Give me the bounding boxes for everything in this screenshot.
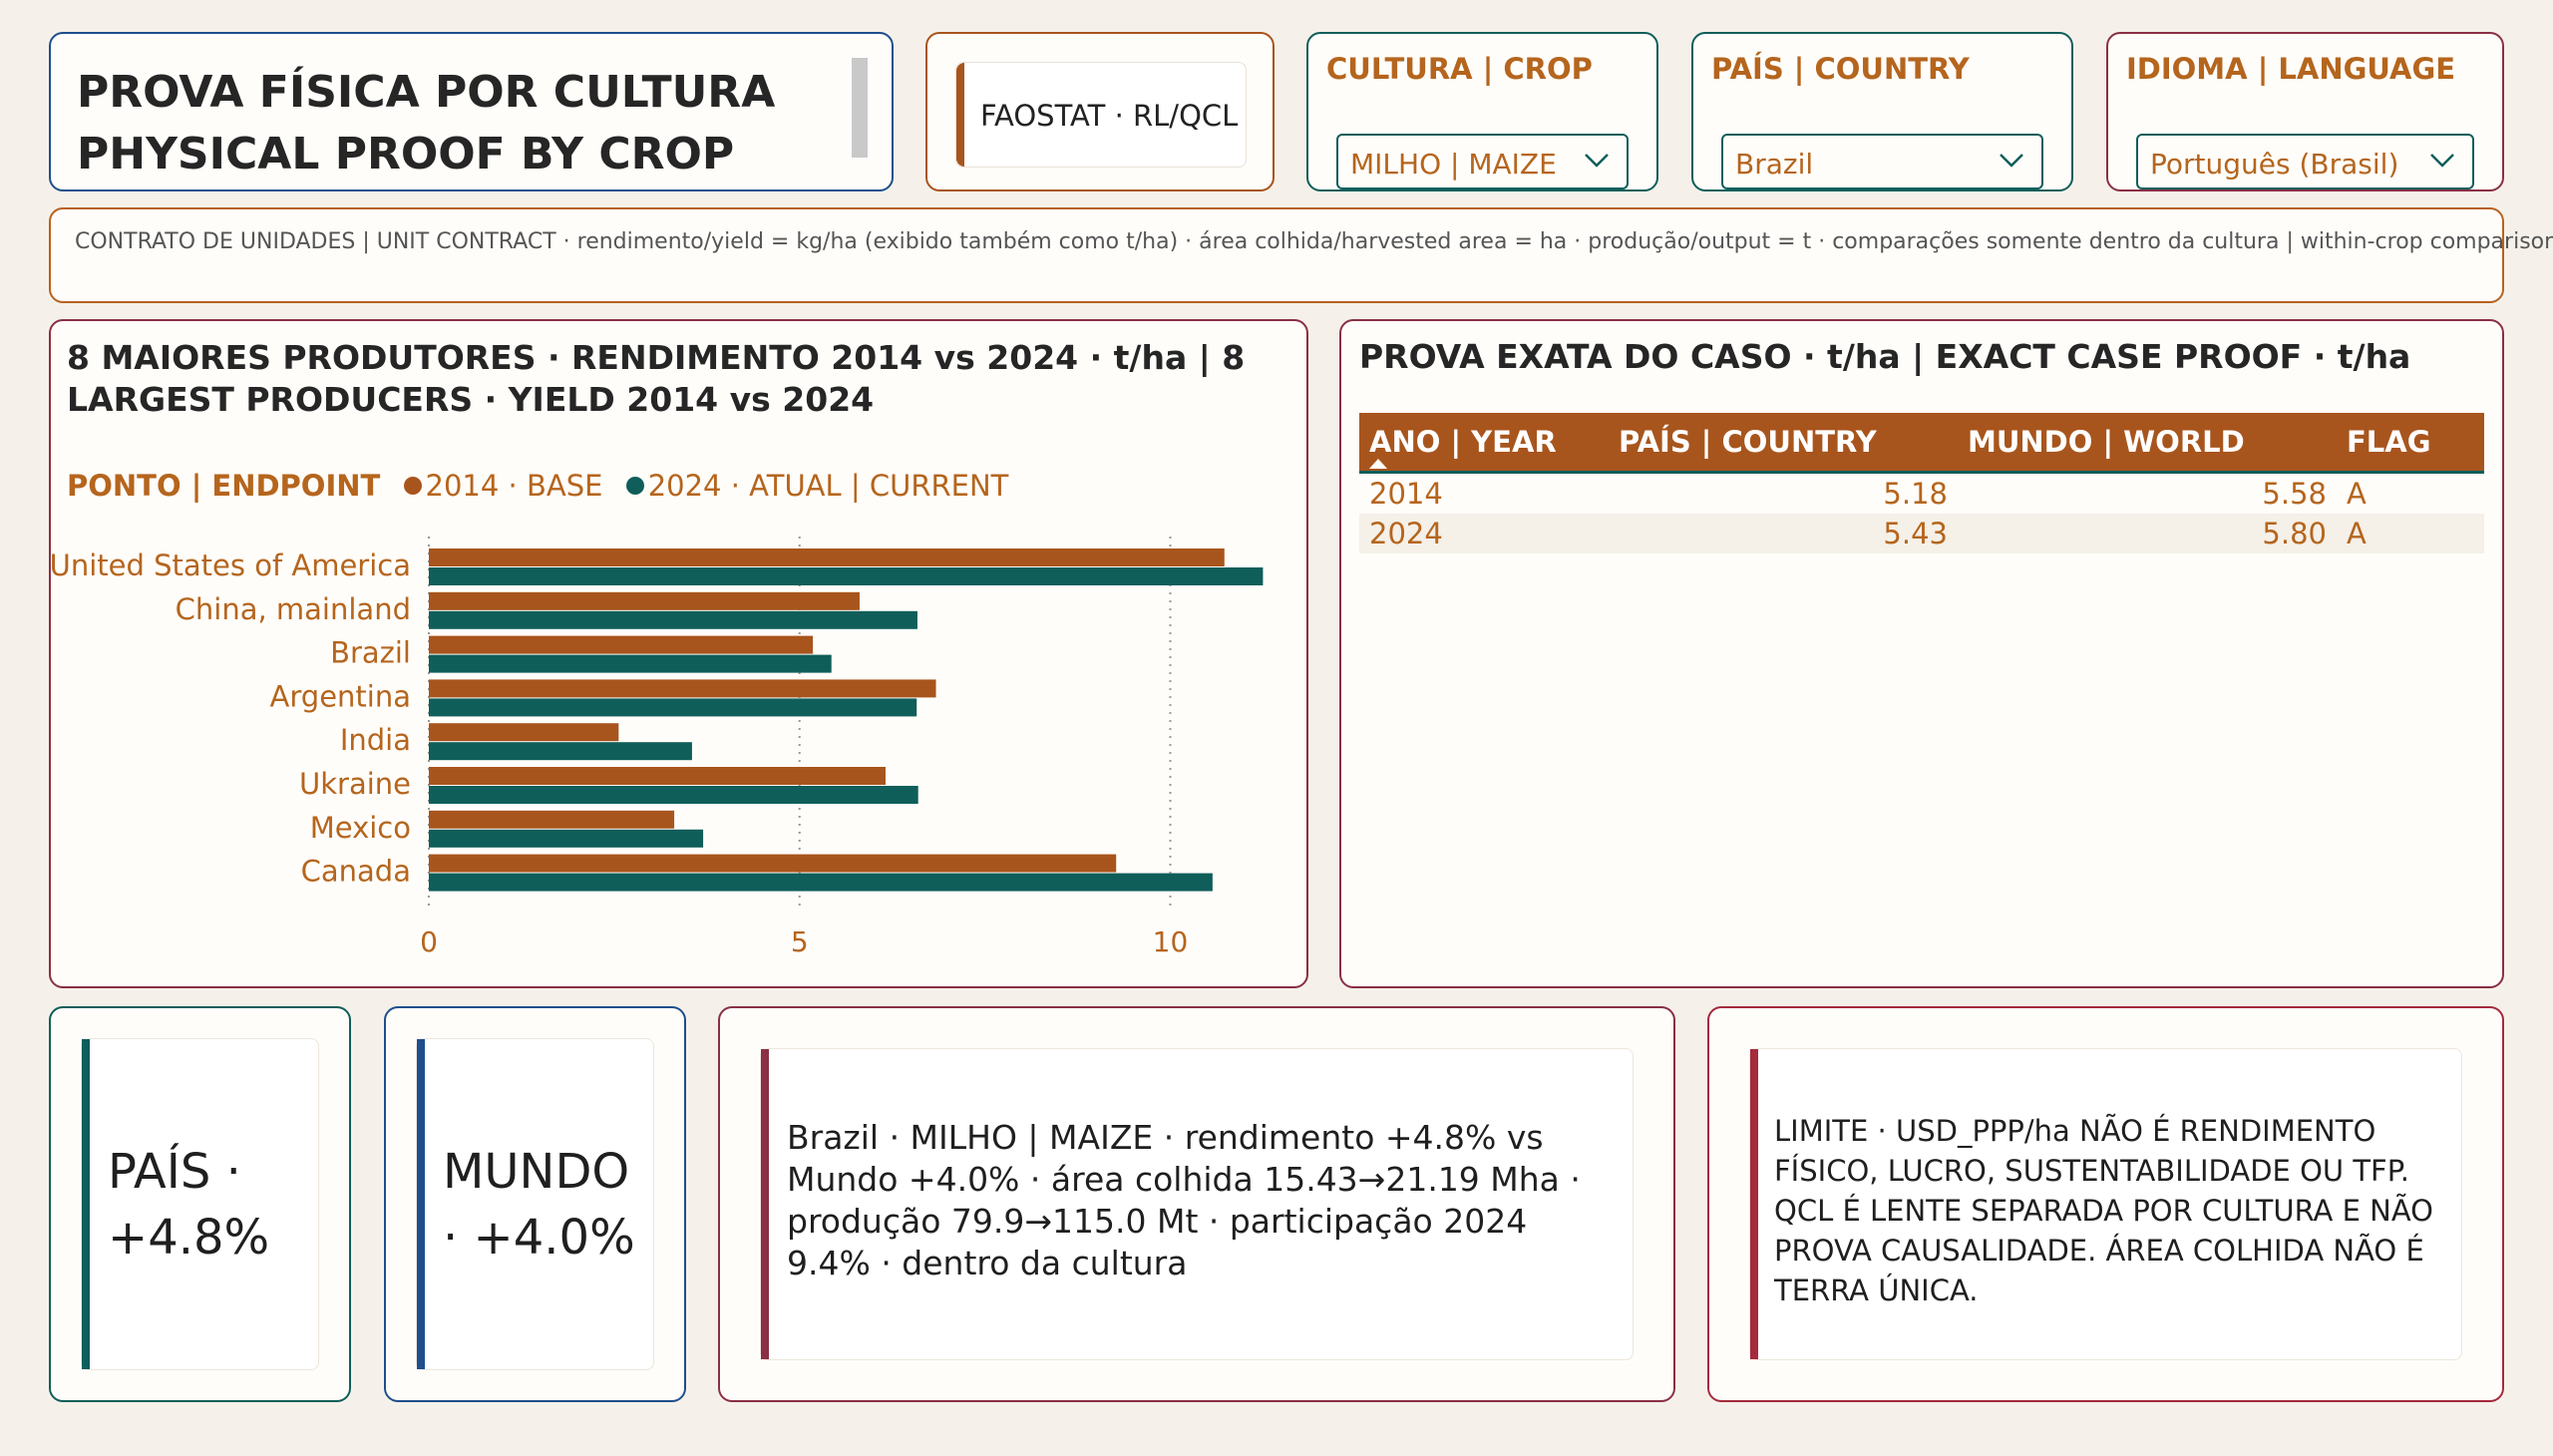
- case-proof-panel: PROVA EXATA DO CASO · t/ha | EXACT CASE …: [1339, 319, 2504, 988]
- y-category-label: United States of America: [51, 548, 411, 582]
- language-slicer-label: IDIOMA | LANGUAGE: [2126, 52, 2456, 86]
- source-card: FAOSTAT · RL/QCL: [925, 32, 1275, 191]
- country-slicer-label: PAÍS | COUNTRY: [1711, 52, 1970, 86]
- x-tick-label: 10: [1153, 925, 1189, 958]
- table-row[interactable]: 2024 5.43 5.80 A: [1359, 514, 2484, 553]
- country-dropdown[interactable]: Brazil: [1721, 134, 2043, 189]
- limit-inner: LIMITE · USD_PPP/ha NÃO É RENDIMENTO FÍS…: [1749, 1048, 2462, 1360]
- legend-2024-label[interactable]: 2024 · ATUAL | CURRENT: [647, 469, 1009, 503]
- y-category-label: India: [340, 723, 411, 757]
- cell-year: 2024: [1359, 514, 1609, 553]
- chevron-down-icon: [2430, 154, 2454, 168]
- case-table-title: PROVA EXATA DO CASO · t/ha | EXACT CASE …: [1359, 337, 2411, 376]
- bar-2024[interactable]: [429, 786, 918, 804]
- limit-card: LIMITE · USD_PPP/ha NÃO É RENDIMENTO FÍS…: [1707, 1006, 2504, 1402]
- source-accent-bar: [956, 63, 964, 167]
- y-category-label: Ukraine: [299, 767, 411, 801]
- crop-slicer-label: CULTURA | CROP: [1326, 52, 1593, 86]
- legend-2014-marker: [403, 477, 422, 495]
- unit-contract-text: CONTRATO DE UNIDADES | UNIT CONTRACT · r…: [75, 229, 2553, 254]
- y-category-label: Brazil: [330, 636, 411, 670]
- yield-bar-chart: 0 5 10 United States of America China, mainl…: [51, 537, 1264, 958]
- kpi-world-value: MUNDO · +4.0%: [443, 1144, 635, 1266]
- bar-2014[interactable]: [429, 767, 886, 785]
- summary-accent: [761, 1049, 769, 1359]
- cell-world: 5.58: [2262, 477, 2327, 511]
- column-header-country[interactable]: PAÍS | COUNTRY: [1609, 413, 1958, 474]
- y-category-label: Mexico: [310, 811, 411, 845]
- column-header-year[interactable]: ANO | YEAR: [1359, 413, 1609, 474]
- bar-2024[interactable]: [429, 654, 832, 673]
- source-label: FAOSTAT · RL/QCL: [980, 99, 1239, 133]
- limit-text: LIMITE · USD_PPP/ha NÃO É RENDIMENTO FÍS…: [1774, 1114, 2433, 1307]
- table-row[interactable]: 2014 5.18 5.58 A: [1359, 473, 2484, 515]
- kpi-world-inner: MUNDO · +4.0%: [416, 1038, 654, 1370]
- bar-2024[interactable]: [429, 610, 917, 629]
- title-card: PROVA FÍSICA POR CULTURA PHYSICAL PROOF …: [49, 32, 894, 191]
- limit-accent: [1750, 1049, 1758, 1359]
- summary-inner: Brazil · MILHO | MAIZE · rendimento +4.8…: [760, 1048, 1634, 1360]
- bar-2014[interactable]: [429, 635, 814, 654]
- legend-2024-marker: [625, 477, 644, 495]
- language-dropdown[interactable]: Português (Brasil): [2136, 134, 2474, 189]
- column-header-flag[interactable]: FLAG: [2337, 413, 2484, 474]
- bar-2024[interactable]: [429, 742, 692, 761]
- x-tick-label: 0: [420, 925, 438, 958]
- bar-2024[interactable]: [429, 698, 917, 717]
- x-tick-label: 5: [791, 925, 809, 958]
- chevron-down-icon: [1585, 154, 1609, 168]
- language-dropdown-value: Português (Brasil): [2150, 148, 2399, 181]
- bar-2014[interactable]: [429, 723, 619, 742]
- unit-contract-banner: CONTRATO DE UNIDADES | UNIT CONTRACT · r…: [49, 207, 2553, 303]
- kpi-world-accent: [417, 1039, 425, 1369]
- kpi-country-value: PAÍS · +4.8%: [108, 1144, 270, 1266]
- cell-world: 5.80: [1958, 514, 2337, 553]
- bar-2024[interactable]: [429, 829, 704, 848]
- bar-2024[interactable]: [429, 873, 1213, 892]
- kpi-country-card: PAÍS · +4.8%: [49, 1006, 351, 1402]
- language-slicer: IDIOMA | LANGUAGE Português (Brasil): [2106, 32, 2504, 191]
- kpi-country-accent: [82, 1039, 90, 1369]
- cell-flag: A: [2347, 477, 2367, 511]
- kpi-world-card: MUNDO · +4.0%: [384, 1006, 686, 1402]
- cell-country: 5.18: [1883, 477, 1948, 511]
- legend-title: PONTO | ENDPOINT: [67, 469, 381, 503]
- bar-2024[interactable]: [429, 567, 1264, 585]
- page-title-line1: PROVA FÍSICA POR CULTURA: [77, 67, 776, 118]
- kpi-country-inner: PAÍS · +4.8%: [81, 1038, 319, 1370]
- bar-2014[interactable]: [429, 591, 860, 610]
- table-header-row: ANO | YEAR PAÍS | COUNTRY MUNDO | WORLD …: [1359, 413, 2484, 474]
- column-header-world[interactable]: MUNDO | WORLD: [1958, 413, 2337, 474]
- summary-text: Brazil · MILHO | MAIZE · rendimento +4.8…: [787, 1118, 1581, 1282]
- case-proof-table: ANO | YEAR PAÍS | COUNTRY MUNDO | WORLD …: [1359, 413, 2484, 553]
- legend-2014-label[interactable]: 2014 · BASE: [425, 469, 603, 503]
- y-category-label: China, mainland: [176, 592, 411, 626]
- source-inner: FAOSTAT · RL/QCL: [955, 62, 1247, 168]
- cell-country: 5.43: [1609, 514, 1958, 553]
- yield-chart-panel: 8 MAIORES PRODUTORES · RENDIMENTO 2014 v…: [49, 319, 1308, 988]
- bar-2014[interactable]: [429, 548, 1225, 566]
- bar-2014[interactable]: [429, 854, 1117, 873]
- cell-year: 2014: [1369, 477, 1443, 511]
- chart-legend: PONTO | ENDPOINT 2014 · BASE 2024 · ATUA…: [67, 469, 1008, 503]
- cell-flag: A: [2337, 514, 2484, 553]
- summary-card: Brazil · MILHO | MAIZE · rendimento +4.8…: [718, 1006, 1675, 1402]
- country-slicer: PAÍS | COUNTRY Brazil: [1691, 32, 2073, 191]
- crop-dropdown-value: MILHO | MAIZE: [1350, 148, 1557, 181]
- bar-2014[interactable]: [429, 679, 936, 698]
- chart-title: 8 MAIORES PRODUTORES · RENDIMENTO 2014 v…: [67, 338, 1246, 419]
- scrollbar-thumb[interactable]: [852, 58, 868, 158]
- crop-dropdown[interactable]: MILHO | MAIZE: [1336, 134, 1629, 189]
- page-title-line2: PHYSICAL PROOF BY CROP: [77, 129, 735, 180]
- crop-slicer: CULTURA | CROP MILHO | MAIZE: [1306, 32, 1658, 191]
- sort-ascending-icon: [1369, 459, 1387, 469]
- y-category-label: Canada: [301, 855, 411, 889]
- chevron-down-icon: [2000, 154, 2023, 168]
- y-category-label: Argentina: [270, 679, 411, 713]
- country-dropdown-value: Brazil: [1735, 148, 1814, 181]
- page-title: PROVA FÍSICA POR CULTURA PHYSICAL PROOF …: [77, 62, 775, 185]
- bar-2014[interactable]: [429, 810, 675, 829]
